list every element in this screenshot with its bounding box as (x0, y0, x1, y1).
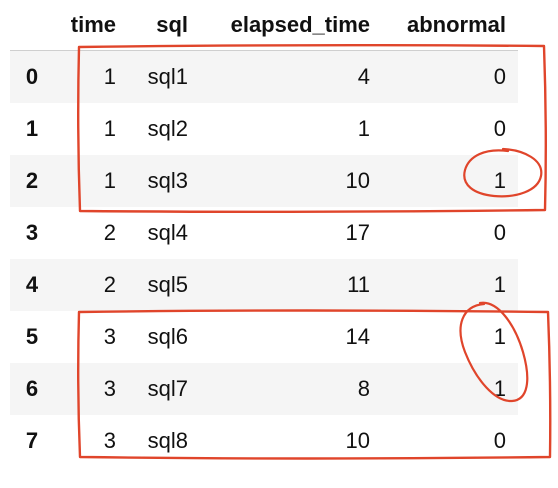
cell-time: 1 (103, 116, 116, 141)
cell-abnormal: 0 (493, 64, 506, 89)
cell-time: 3 (103, 324, 116, 349)
cell-abnormal: 0 (493, 428, 506, 453)
cell-abnormal: 0 (493, 116, 506, 141)
cell-sql: sql4 (147, 220, 188, 245)
cell-sql: sql5 (147, 272, 188, 297)
table-row: 0 1 sql1 4 0 (10, 51, 518, 103)
cell-time: 1 (103, 168, 116, 193)
cell-time: 3 (103, 376, 116, 401)
cell-sql: sql1 (147, 64, 188, 89)
row-index: 0 (25, 64, 39, 89)
cell-time: 2 (103, 220, 116, 245)
row-index: 3 (25, 220, 39, 245)
table-row: 7 3 sql8 10 0 (10, 415, 518, 467)
table-row: 1 1 sql2 1 0 (10, 103, 518, 155)
header-index (10, 0, 54, 50)
table-row: 3 2 sql4 17 0 (10, 207, 518, 259)
cell-elapsed-time: 10 (345, 168, 370, 193)
cell-sql: sql6 (147, 324, 188, 349)
header-elapsed-time: elapsed_time (230, 12, 370, 37)
cell-elapsed-time: 11 (347, 272, 370, 297)
table-row: 4 2 sql5 11 1 (10, 259, 518, 311)
cell-abnormal: 0 (493, 220, 506, 245)
row-index: 1 (25, 116, 39, 141)
cell-elapsed-time: 17 (345, 220, 370, 245)
row-index: 4 (25, 272, 39, 297)
table-row: 6 3 sql7 8 1 (10, 363, 518, 415)
row-index: 7 (25, 428, 39, 453)
cell-sql: sql8 (147, 428, 188, 453)
cell-elapsed-time: 4 (357, 64, 370, 89)
cell-abnormal: 1 (493, 272, 506, 297)
row-index: 5 (25, 324, 39, 349)
cell-time: 3 (103, 428, 116, 453)
header-sql: sql (156, 12, 188, 37)
table-row: 5 3 sql6 14 1 (10, 311, 518, 363)
table-row: 2 1 sql3 10 1 (10, 155, 518, 207)
cell-sql: sql2 (147, 116, 188, 141)
row-index: 2 (25, 168, 39, 193)
cell-elapsed-time: 1 (357, 116, 370, 141)
cell-elapsed-time: 10 (345, 428, 370, 453)
cell-sql: sql7 (147, 376, 188, 401)
dataframe-table: time sql elapsed_time abnormal 0 1 sql1 … (10, 0, 518, 467)
cell-elapsed-time: 8 (357, 376, 370, 401)
cell-time: 2 (103, 272, 116, 297)
cell-abnormal: 1 (493, 324, 506, 349)
table-header: time sql elapsed_time abnormal (10, 0, 518, 51)
cell-time: 1 (103, 64, 116, 89)
header-abnormal: abnormal (406, 12, 506, 37)
header-time: time (70, 12, 116, 37)
cell-sql: sql3 (147, 168, 188, 193)
cell-abnormal: 1 (493, 376, 506, 401)
cell-elapsed-time: 14 (345, 324, 370, 349)
cell-abnormal: 1 (493, 168, 506, 193)
row-index: 6 (25, 376, 39, 401)
